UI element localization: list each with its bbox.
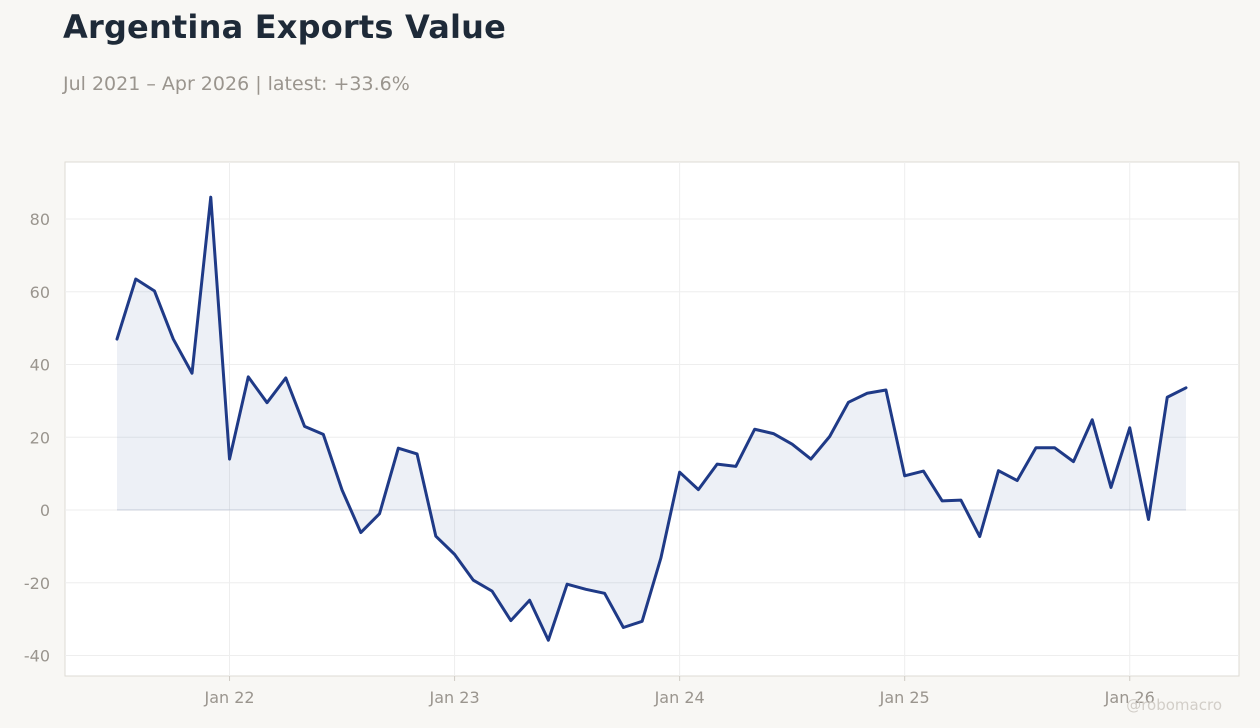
chart-title: Argentina Exports Value [63,8,507,46]
chart-subtitle: Jul 2021 – Apr 2026 | latest: +33.6% [63,73,410,95]
grid-lines [65,162,1239,681]
y-tick-label: -20 [24,574,50,593]
y-tick-label: 60 [30,283,50,302]
series-group [115,195,1188,642]
series-area [117,197,1186,641]
y-tick-label: 20 [30,428,50,447]
x-tick-label: Jan 22 [203,688,254,707]
x-tick-label: Jan 26 [1104,688,1155,707]
y-tick-label: -40 [24,647,50,666]
y-tick-labels: -40 -20 0 20 40 60 80 [24,210,50,666]
y-tick-label: 80 [30,210,50,229]
x-tick-label: Jan 24 [654,688,705,707]
x-tick-label: Jan 25 [879,688,930,707]
x-tick-labels: Jan 22 Jan 23 Jan 24 Jan 25 Jan 26 [203,688,1154,707]
y-tick-label: 0 [40,501,50,520]
y-tick-label: 40 [30,356,50,375]
series-line [115,195,1188,642]
watermark: @robomacro [1126,696,1222,714]
x-tick-label: Jan 23 [429,688,480,707]
